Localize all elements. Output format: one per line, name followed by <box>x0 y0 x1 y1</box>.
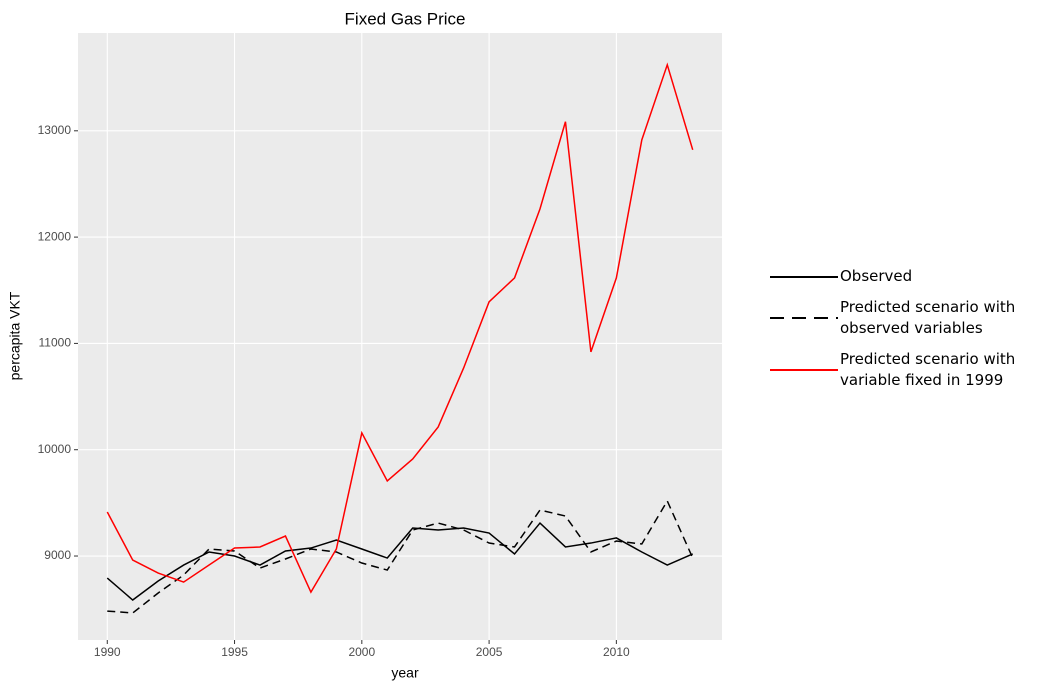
x-tick-label: 2010 <box>603 645 630 659</box>
y-tick-label: 12000 <box>38 229 72 243</box>
series-line <box>106 62 694 594</box>
y-tick-label: 10000 <box>38 442 72 456</box>
chart-title: Fixed Gas Price <box>345 9 466 28</box>
legend-label: Observed <box>840 267 913 285</box>
x-tick-label: 1990 <box>94 645 121 659</box>
y-axis-title: percapita VKT <box>7 291 23 380</box>
x-axis-title: year <box>391 665 419 681</box>
series-line <box>107 499 694 614</box>
y-tick-label: 11000 <box>39 336 72 350</box>
legend-label: Predicted scenario with observed variabl… <box>840 298 1016 337</box>
y-tick-label: 13000 <box>38 123 72 137</box>
x-tick-label: 2005 <box>476 645 503 659</box>
legend-entry: Observed <box>770 266 1040 287</box>
legend-label: Predicted scenario with variable fixed i… <box>840 350 1016 389</box>
legend-key <box>770 369 838 371</box>
chart: Fixed Gas Price year percapita VKT 9000 1… <box>7 9 722 681</box>
legend: Observed Predicted scenario with observed… <box>770 266 1040 401</box>
y-tick-label: 9000 <box>44 548 71 562</box>
legend-key <box>770 317 838 319</box>
legend-entry: Predicted scenario with variable fixed i… <box>770 349 1040 391</box>
legend-key <box>770 275 838 278</box>
x-tick-label: 2000 <box>348 645 375 659</box>
x-tick-label: 1995 <box>221 645 248 659</box>
legend-entry: Predicted scenario with observed variabl… <box>770 297 1040 339</box>
